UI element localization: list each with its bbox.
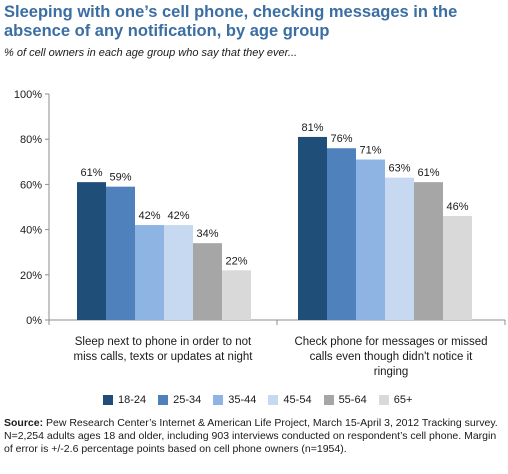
legend-label: 18-24 (118, 394, 147, 406)
data-label: 59% (109, 172, 131, 184)
legend-item-45-54: 45-54 (268, 393, 312, 407)
bar-18-24-group-1 (77, 182, 106, 320)
x-category-label: Sleep next to phone in order to not (75, 336, 252, 348)
data-label: 71% (359, 145, 381, 157)
bar-65+-group-1 (222, 270, 251, 320)
legend-item-55-64: 55-64 (323, 393, 367, 407)
chart-title: Sleeping with one’s cell phone, checking… (4, 3, 458, 40)
legend-swatch (378, 395, 389, 405)
x-category-label: ringing (374, 366, 409, 378)
bar-45-54-group-2 (385, 177, 414, 320)
bar-55-64-group-1 (193, 243, 222, 320)
y-tick-label: 0% (26, 315, 42, 327)
legend-item-65+: 65+ (378, 393, 413, 407)
bar-chart: 0% 20% 40% 60% 80% 100% 61% 59% 42% 42% 34% 22% Slee… (14, 89, 506, 378)
data-label: 63% (388, 163, 410, 175)
bar-18-24-group-2 (298, 136, 327, 320)
source-label: Source: (4, 417, 44, 429)
bar-55-64-group-2 (414, 182, 443, 320)
legend-swatch (323, 395, 334, 405)
legend: 18-24 25-34 35-44 45-54 55-64 65+ (103, 393, 412, 407)
x-category-label: calls even though didn't notice it (310, 351, 473, 363)
bar-25-34-group-2 (327, 148, 356, 320)
bar-35-44-group-2 (356, 159, 385, 320)
y-tick-label: 60% (20, 179, 42, 191)
chart-subtitle: % of cell owners in each age group who s… (4, 47, 298, 59)
x-category-label: miss calls, texts or updates at night (74, 351, 254, 363)
legend-label: 35-44 (228, 394, 257, 406)
bar-45-54-group-1 (164, 225, 193, 320)
data-label: 46% (446, 201, 468, 213)
legend-swatch (103, 395, 113, 405)
data-label: 42% (138, 210, 160, 222)
source-note: Source: Pew Research Center’s Internet &… (4, 417, 504, 456)
legend-swatch (268, 395, 279, 405)
bar-65+-group-2 (443, 216, 472, 320)
data-label: 34% (196, 228, 218, 240)
legend-item-25-34: 25-34 (158, 393, 201, 407)
x-category-label: Check phone for messages or missed (294, 336, 487, 348)
legend-item-35-44: 35-44 (213, 393, 256, 407)
y-tick-label: 100% (14, 89, 42, 101)
bar-25-34-group-1 (106, 186, 135, 320)
bar-35-44-group-1 (135, 225, 164, 320)
data-label: 76% (330, 133, 352, 145)
legend-swatch (158, 395, 169, 405)
y-tick-label: 40% (20, 225, 42, 237)
data-label: 81% (301, 122, 323, 134)
legend-label: 25-34 (173, 394, 202, 406)
legend-item-18-24: 18-24 (103, 393, 146, 407)
source-text: Pew Research Center’s Internet & America… (4, 417, 498, 455)
legend-swatch (213, 395, 224, 405)
y-tick-label: 80% (20, 134, 42, 146)
legend-label: 45-54 (283, 394, 312, 406)
y-tick-label: 20% (20, 270, 42, 282)
legend-label: 65+ (393, 394, 413, 406)
data-label: 61% (80, 167, 102, 179)
data-label: 61% (417, 167, 439, 179)
data-label: 42% (167, 210, 189, 222)
legend-label: 55-64 (338, 394, 367, 406)
data-label: 22% (225, 255, 247, 267)
